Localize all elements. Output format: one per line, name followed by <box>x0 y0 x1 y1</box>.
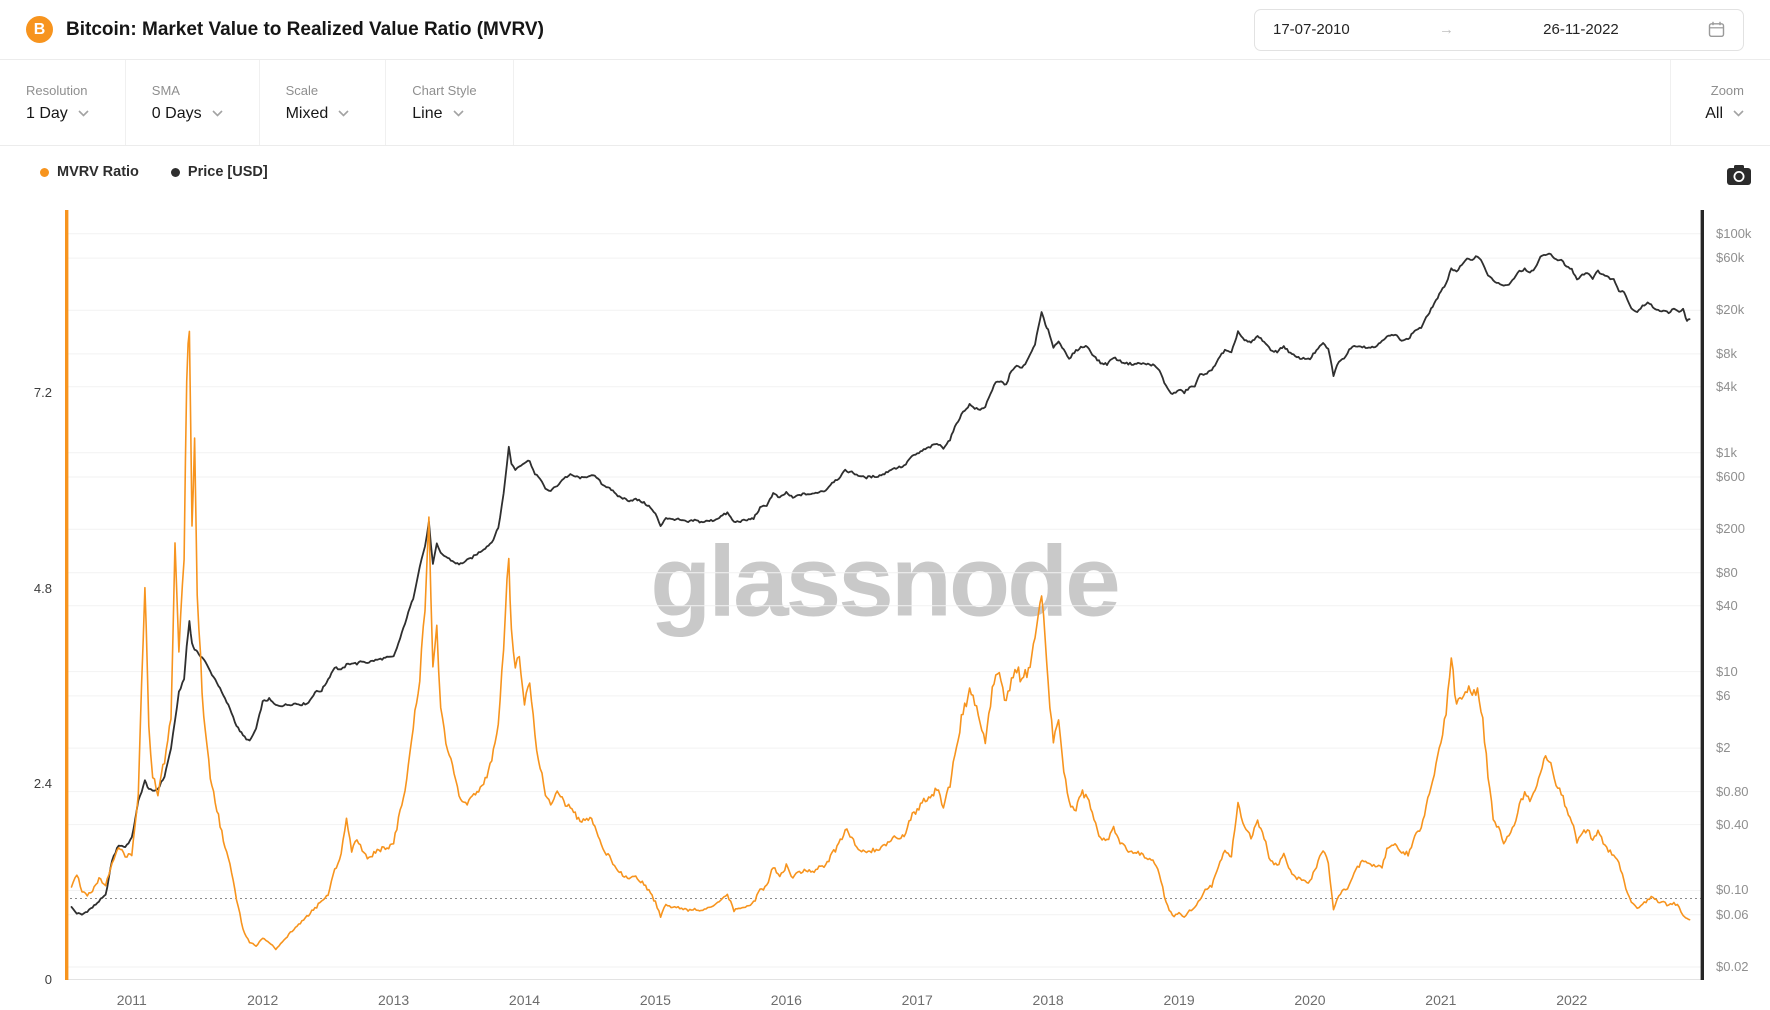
left-axis-tick-label: 4.8 <box>33 580 52 596</box>
x-axis: 2011 2012 2013 2014 2015 2016 2017 2018 2019 2020… <box>65 992 1704 1010</box>
x-axis-tick-label: 2016 <box>770 992 802 1008</box>
right-axis-tick-label: $80 <box>1716 564 1738 580</box>
left-axis: 0 2.4 4.8 7.2 <box>0 210 52 987</box>
x-axis-tick-label: 2017 <box>901 992 933 1008</box>
left-axis-tick-label: 0 <box>44 972 52 987</box>
scale-value-text: Mixed <box>285 104 329 122</box>
camera-icon <box>1727 165 1751 185</box>
plot-svg[interactable] <box>65 210 1704 980</box>
date-to-value[interactable]: 26-11-2022 <box>1543 21 1619 38</box>
legend-label-price: Price [USD] <box>187 164 268 180</box>
chart-style-value-text: Line <box>412 104 443 122</box>
right-axis-tick-label: $200 <box>1716 521 1745 537</box>
x-axis-tick-label: 2013 <box>378 992 410 1008</box>
chart-style-label: Chart Style <box>412 82 477 98</box>
right-axis-tick-label: $0.06 <box>1716 906 1749 922</box>
x-axis-tick-label: 2021 <box>1425 992 1457 1008</box>
scale-value[interactable]: Mixed <box>286 105 350 123</box>
right-axis-tick-label: $2 <box>1716 740 1731 756</box>
zoom-value-text: All <box>1705 104 1723 122</box>
date-range-picker[interactable]: 17-07-2010 → 26-11-2022 <box>1254 8 1744 51</box>
x-axis-tick-label: 2020 <box>1294 992 1326 1008</box>
date-from-value[interactable]: 17-07-2010 <box>1273 21 1350 38</box>
right-axis-tick-label: $0.02 <box>1716 958 1749 974</box>
sma-label: SMA <box>151 82 180 98</box>
calendar-icon[interactable] <box>1708 21 1725 38</box>
chevron-down-icon <box>452 110 464 117</box>
glassnode-watermark: glassnode <box>650 525 1121 638</box>
x-axis-tick-label: 2022 <box>1556 992 1588 1008</box>
legend-swatch-icon <box>170 167 180 177</box>
right-axis-tick-label: $40 <box>1716 597 1738 613</box>
zoom-dropdown[interactable]: Zoom All <box>1670 60 1770 145</box>
resolution-value-text: 1 Day <box>26 104 68 122</box>
x-axis-tick-label: 2018 <box>1032 992 1064 1008</box>
zoom-value[interactable]: All <box>1705 105 1744 123</box>
arrow-right-icon: → <box>1438 21 1454 38</box>
chart-panel: MVRV Ratio Price [USD] glassnode 0 2.4 4.8… <box>0 146 1770 1010</box>
sma-value-text: 0 Days <box>151 104 202 122</box>
scale-label: Scale <box>285 82 319 98</box>
page-title: Bitcoin: Market Value to Realized Value … <box>66 18 544 40</box>
zoom-label: Zoom <box>1710 82 1744 98</box>
x-axis-tick-label: 2011 <box>116 992 147 1008</box>
x-axis-tick-label: 2015 <box>639 992 671 1008</box>
right-axis-tick-label: $0.40 <box>1716 816 1749 832</box>
right-axis-tick-label: $1k <box>1716 444 1737 460</box>
chevron-down-icon <box>78 110 89 117</box>
right-axis-tick-label: $100k <box>1716 225 1752 241</box>
right-axis: $100k $60k $20k $8k $4k $1k $600 $200 $80 $40 $10 $… <box>1716 210 1770 980</box>
scale-dropdown[interactable]: Scale Mixed <box>260 60 387 145</box>
x-axis-tick-label: 2014 <box>508 992 541 1008</box>
right-axis-tick-label: $6 <box>1716 687 1731 703</box>
chart-style-value[interactable]: Line <box>412 105 476 123</box>
resolution-label: Resolution <box>26 82 88 98</box>
x-axis-tick-label: 2012 <box>247 992 279 1008</box>
legend-item-price[interactable]: Price [USD] <box>170 164 268 180</box>
x-axis-tick-label: 2019 <box>1163 992 1195 1008</box>
right-axis-tick-label: $600 <box>1716 468 1745 484</box>
plot-region <box>65 210 1704 980</box>
right-axis-tick-label: $10 <box>1716 663 1738 679</box>
toolbar: Resolution 1 Day SMA 0 Days Scale Mixed … <box>0 60 1770 146</box>
right-axis-tick-label: $60k <box>1716 250 1745 266</box>
right-axis-tick-label: $8k <box>1716 345 1737 361</box>
legend-swatch-icon <box>40 167 49 177</box>
resolution-dropdown[interactable]: Resolution 1 Day <box>0 60 126 145</box>
legend-label-mvrv: MVRV Ratio <box>57 164 139 180</box>
chart-style-dropdown[interactable]: Chart Style Line <box>386 60 514 145</box>
legend: MVRV Ratio Price [USD] <box>40 164 268 180</box>
legend-item-mvrv[interactable]: MVRV Ratio <box>40 164 139 180</box>
header: B Bitcoin: Market Value to Realized Valu… <box>0 0 1770 60</box>
right-axis-tick-label: $4k <box>1716 378 1737 394</box>
header-title-group: B Bitcoin: Market Value to Realized Valu… <box>26 16 544 43</box>
chevron-down-icon <box>212 110 223 117</box>
left-axis-tick-label: 2.4 <box>33 776 52 792</box>
chevron-down-icon <box>338 110 349 117</box>
resolution-value[interactable]: 1 Day <box>26 105 89 123</box>
chevron-down-icon <box>1733 110 1744 117</box>
sma-value[interactable]: 0 Days <box>152 105 223 123</box>
sma-dropdown[interactable]: SMA 0 Days <box>126 60 260 145</box>
right-axis-tick-label: $0.80 <box>1716 783 1749 799</box>
right-axis-tick-label: $0.10 <box>1716 882 1749 898</box>
right-axis-tick-label: $20k <box>1716 302 1745 318</box>
left-axis-tick-label: 7.2 <box>33 385 52 401</box>
camera-button[interactable] <box>1722 160 1756 190</box>
bitcoin-icon: B <box>26 16 53 43</box>
